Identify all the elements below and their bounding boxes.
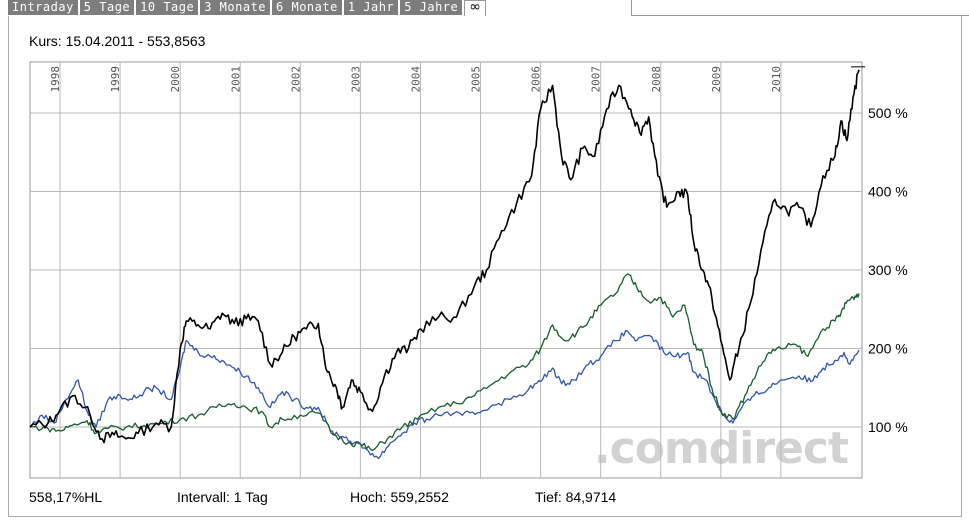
x-tick-label: 2010 <box>770 66 783 93</box>
x-tick-label: 2006 <box>530 66 543 93</box>
tab-bar-underline <box>632 15 969 16</box>
tab-0[interactable]: Intraday <box>8 0 78 15</box>
chart-frame <box>8 16 962 517</box>
y-tick-label: 300 % <box>868 262 908 278</box>
price-label: Kurs: 15.04.2011 - 553,8563 <box>29 33 206 49</box>
footer-change: 558,17%HL <box>29 489 103 505</box>
footer-low: Tief: 84,9714 <box>535 489 617 505</box>
watermark-logo: .comdirect <box>594 423 849 474</box>
x-tick-label: 2003 <box>349 66 362 93</box>
tab-1[interactable]: 5 Tage <box>79 0 135 15</box>
y-tick-label: 200 % <box>868 340 908 356</box>
x-tick-label: 2002 <box>289 66 302 93</box>
series-line-green <box>29 273 860 452</box>
tab-7[interactable]: ∞ <box>464 0 487 16</box>
y-tick-label: 500 % <box>868 105 908 121</box>
x-tick-label: 1999 <box>109 66 122 93</box>
tab-5[interactable]: 1 Jahr <box>343 0 399 15</box>
x-tick-label: 1998 <box>49 66 62 93</box>
y-tick-label: 400 % <box>868 184 908 200</box>
footer-high: Hoch: 559,2552 <box>350 489 449 505</box>
x-tick-label: 2009 <box>710 66 723 93</box>
tab-4[interactable]: 6 Monate <box>272 0 342 15</box>
x-tick-label: 2008 <box>650 66 663 93</box>
series-line-black <box>29 69 860 444</box>
series-line-blue <box>29 329 860 460</box>
tab-3[interactable]: 3 Monate <box>200 0 271 15</box>
y-tick-label: 100 % <box>868 419 908 435</box>
x-tick-label: 2000 <box>169 66 182 93</box>
x-tick-label: 2004 <box>409 66 422 93</box>
tab-bar-divider <box>631 0 632 16</box>
tab-2[interactable]: 10 Tage <box>136 0 199 15</box>
timeframe-tabs: Intraday 5 Tage 10 Tage 3 Monate 6 Monate 1 J… <box>8 0 488 16</box>
x-tick-label: 2001 <box>229 66 242 93</box>
x-tick-label: 2007 <box>590 66 603 93</box>
tab-6[interactable]: 5 Jahre <box>400 0 463 15</box>
footer-interval: Intervall: 1 Tag <box>177 489 268 505</box>
x-tick-label: 2005 <box>470 66 483 93</box>
